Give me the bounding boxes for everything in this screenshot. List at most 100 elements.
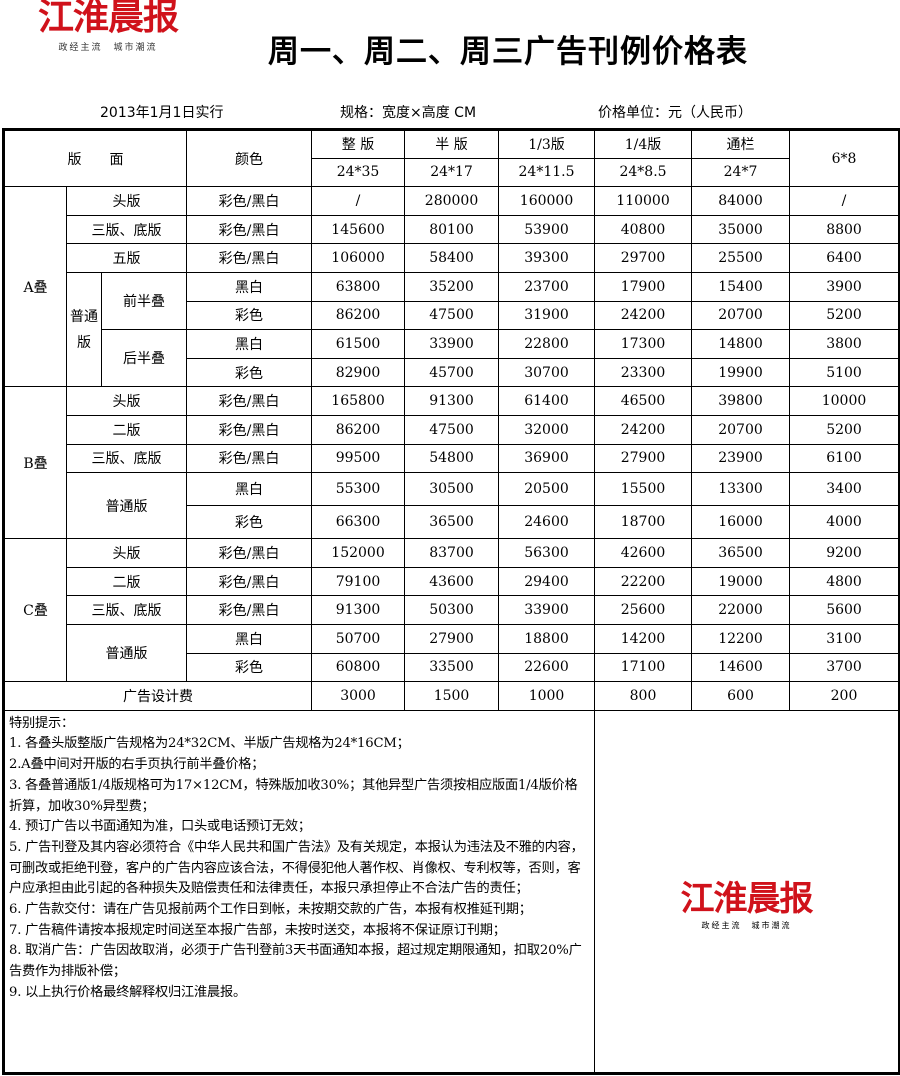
price-cell: 31900 bbox=[498, 300, 596, 331]
price-cell: 16000 bbox=[691, 505, 791, 540]
price-cell: 99500 bbox=[311, 443, 406, 474]
price-cell: 32000 bbox=[498, 414, 596, 445]
price-cell: 23900 bbox=[691, 443, 791, 474]
header-size: 24*17 bbox=[404, 157, 500, 188]
price-cell: 5200 bbox=[789, 300, 900, 331]
price-cell: 14600 bbox=[691, 652, 791, 683]
price-cell: 280000 bbox=[404, 186, 500, 216]
price-cell: 3400 bbox=[789, 472, 900, 507]
price-cell: 15500 bbox=[594, 472, 693, 507]
price-cell: 25600 bbox=[594, 595, 693, 625]
price-cell: 106000 bbox=[311, 243, 406, 273]
price-cell: 3900 bbox=[789, 271, 900, 302]
price-cell: 86200 bbox=[311, 414, 406, 445]
price-cell: 33500 bbox=[404, 652, 500, 683]
price-cell: 43600 bbox=[404, 566, 500, 597]
price-cell: 9200 bbox=[789, 538, 900, 568]
price-cell: 35200 bbox=[404, 271, 500, 302]
half-cell: 前半叠 bbox=[100, 271, 188, 331]
notes: 特别提示： 1. 各叠头版整版广告规格为24*32CM、半版广告规格为24*16C… bbox=[2, 709, 596, 1074]
price-cell: 39300 bbox=[498, 243, 596, 273]
effective-date: 2013年1月1日实行 bbox=[100, 105, 224, 121]
price-cell: 86200 bbox=[311, 300, 406, 331]
note-line: 5. 广告刊登及其内容必须符合《中华人民共和国广告法》及有关规定，本报认为违法及… bbox=[9, 839, 584, 897]
price-cell: 46500 bbox=[594, 386, 693, 416]
price-cell: 36500 bbox=[404, 505, 500, 540]
price-cell: 27900 bbox=[594, 443, 693, 474]
price-cell: 25500 bbox=[691, 243, 791, 273]
logo-tagline: 政经主流 城市潮流 bbox=[701, 921, 792, 931]
page-cell: 头版 bbox=[65, 186, 188, 216]
price-cell: 54800 bbox=[404, 443, 500, 474]
price-cell: 17300 bbox=[594, 329, 693, 359]
half-cell: 后半叠 bbox=[100, 329, 188, 388]
price-cell: 3000 bbox=[311, 681, 406, 711]
header-col: 半 版 bbox=[404, 129, 500, 159]
page-cell: 二版 bbox=[65, 414, 188, 445]
price-cell: 58400 bbox=[404, 243, 500, 273]
price-cell: 45700 bbox=[404, 357, 500, 388]
header-size: 24*35 bbox=[311, 157, 406, 188]
price-cell: 50700 bbox=[311, 623, 406, 654]
price-cell: 61400 bbox=[498, 386, 596, 416]
price-cell: 27900 bbox=[404, 623, 500, 654]
logo-tagline: 政经主流 城市潮流 bbox=[58, 43, 158, 53]
price-cell: 30500 bbox=[404, 472, 500, 507]
price-cell: 1000 bbox=[498, 681, 596, 711]
color-cell: 彩色 bbox=[186, 652, 313, 683]
color-cell: 彩色/黑白 bbox=[186, 214, 313, 245]
note-line: 8. 取消广告：广告因故取消，必须于广告刊登前3天书面通知本报，超过规定期限通知… bbox=[9, 943, 582, 980]
price-unit: 价格单位：元（人民币） bbox=[598, 105, 752, 121]
price-table: 版 面 颜色 整 版 半 版 1/3版 1/4版 通栏 6*8 24*35 24… bbox=[2, 128, 900, 1075]
price-cell: 20700 bbox=[691, 300, 791, 331]
header-col: 通栏 bbox=[691, 129, 791, 159]
color-cell: 黑白 bbox=[186, 271, 313, 302]
price-cell: 12200 bbox=[691, 623, 791, 654]
page-cell: 三版、底版 bbox=[65, 214, 188, 245]
color-cell: 彩色/黑白 bbox=[186, 595, 313, 625]
page-cell: 头版 bbox=[65, 386, 188, 416]
price-cell: 4800 bbox=[789, 566, 900, 597]
price-cell: 17900 bbox=[594, 271, 693, 302]
color-cell: 彩色/黑白 bbox=[186, 566, 313, 597]
price-cell: 19000 bbox=[691, 566, 791, 597]
price-cell: 18800 bbox=[498, 623, 596, 654]
color-cell: 黑白 bbox=[186, 329, 313, 359]
note-line: 2.A叠中间对开版的右手页执行前半叠价格； bbox=[9, 757, 265, 773]
price-cell: 22200 bbox=[594, 566, 693, 597]
group-cell: 普通版 bbox=[65, 623, 188, 683]
note-line: 3. 各叠普通版1/4版规格可为17×12CM，特殊版加收30%；其他异型广告须… bbox=[9, 777, 578, 814]
group-cell: 普通版 bbox=[66, 271, 102, 388]
price-cell: 152000 bbox=[311, 538, 406, 568]
color-cell: 彩色/黑白 bbox=[186, 186, 313, 216]
logo-name: 江淮晨报 bbox=[680, 879, 814, 920]
price-cell: 22000 bbox=[691, 595, 791, 625]
price-cell: 39800 bbox=[691, 386, 791, 416]
price-cell: 80100 bbox=[404, 214, 500, 245]
header-col: 1/4版 bbox=[594, 129, 693, 159]
page-cell: 三版、底版 bbox=[65, 443, 188, 474]
price-cell: 165800 bbox=[311, 386, 406, 416]
price-cell: 200 bbox=[789, 681, 900, 711]
price-cell: 61500 bbox=[311, 329, 406, 359]
price-cell: 5600 bbox=[789, 595, 900, 625]
color-cell: 彩色/黑白 bbox=[186, 386, 313, 416]
price-cell: 23300 bbox=[594, 357, 693, 388]
price-cell: 110000 bbox=[594, 186, 693, 216]
price-cell: 3100 bbox=[789, 623, 900, 654]
price-cell: 47500 bbox=[404, 300, 500, 331]
price-cell: 30700 bbox=[498, 357, 596, 388]
price-cell: 1500 bbox=[404, 681, 500, 711]
price-cell: 82900 bbox=[311, 357, 406, 388]
section-b: B叠 bbox=[3, 386, 67, 540]
price-cell: 40800 bbox=[594, 214, 693, 245]
color-cell: 黑白 bbox=[186, 623, 313, 654]
price-cell: 22600 bbox=[498, 652, 596, 683]
note-line: 7. 广告稿件请按本报规定时间送至本报广告部，未按时送交，本报将不保证原订刊期； bbox=[9, 922, 506, 938]
spec-note: 规格：宽度×高度 CM bbox=[340, 105, 477, 121]
price-cell: 160000 bbox=[498, 186, 596, 216]
price-cell: 91300 bbox=[311, 595, 406, 625]
price-cell: 53900 bbox=[498, 214, 596, 245]
color-cell: 彩色 bbox=[186, 300, 313, 331]
page-cell: 五版 bbox=[65, 243, 188, 273]
